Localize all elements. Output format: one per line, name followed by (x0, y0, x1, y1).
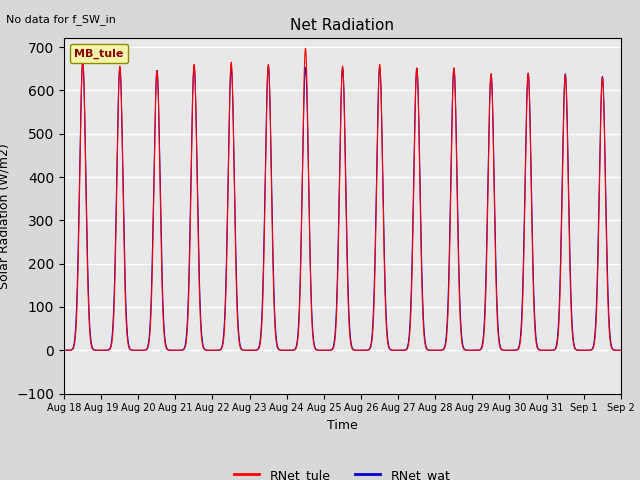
X-axis label: Time: Time (327, 419, 358, 432)
Legend: RNet_tule, RNet_wat: RNet_tule, RNet_wat (230, 464, 455, 480)
Text: No data for f_SW_in: No data for f_SW_in (6, 14, 116, 25)
Title: Net Radiation: Net Radiation (291, 18, 394, 33)
RNet_wat (467, 348, 475, 353)
Line: RNet_wat: RNet_wat (64, 62, 621, 350)
RNet_wat (436, 348, 444, 353)
RNet_tule (467, 348, 475, 353)
RNet_wat (161, 326, 168, 332)
RNet_tule (322, 348, 330, 353)
Y-axis label: Solar Radiation (W/m2): Solar Radiation (W/m2) (0, 143, 11, 289)
RNet_wat (617, 348, 625, 353)
RNet_tule (60, 348, 68, 353)
RNet_tule (301, 46, 309, 51)
RNet_wat (60, 348, 68, 353)
RNet_wat (616, 348, 624, 353)
RNet_wat (79, 60, 86, 65)
RNet_tule (436, 348, 444, 353)
RNet_wat (322, 348, 330, 353)
RNet_tule (160, 331, 168, 336)
RNet_tule (616, 348, 624, 353)
Line: RNet_tule: RNet_tule (64, 48, 621, 350)
RNet_tule (499, 348, 507, 353)
RNet_wat (499, 347, 507, 353)
RNet_tule (617, 348, 625, 353)
